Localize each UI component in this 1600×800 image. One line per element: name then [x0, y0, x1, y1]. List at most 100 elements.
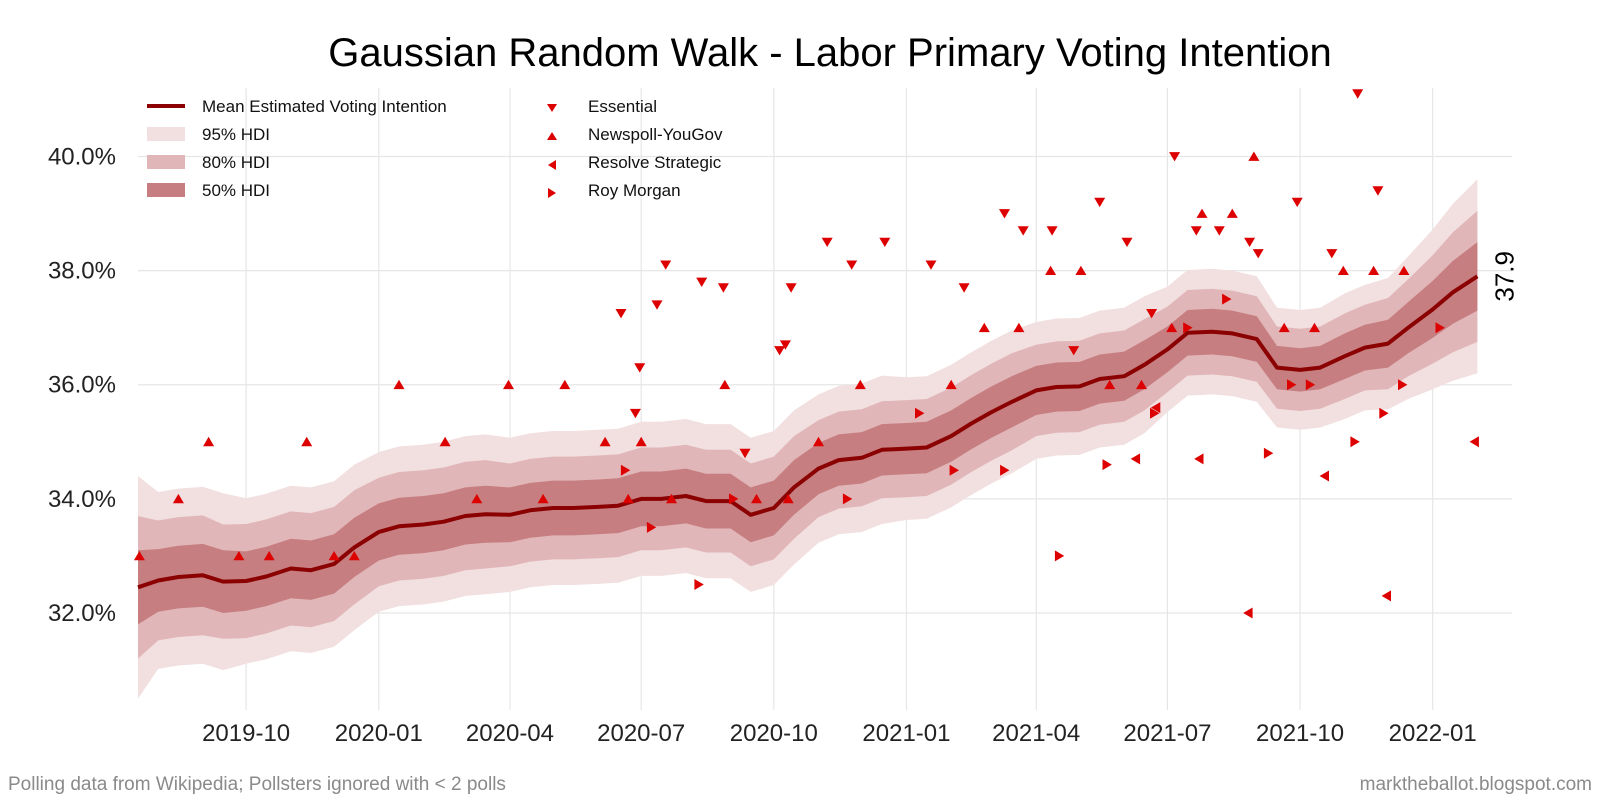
- poll-marker-roymorgan: [915, 407, 925, 419]
- poll-marker-newspoll: [471, 493, 483, 504]
- poll-marker-newspoll: [203, 436, 215, 447]
- y-tick-label: 38.0%: [48, 258, 116, 285]
- poll-marker-essential: [1244, 237, 1256, 247]
- poll-marker-roymorgan: [1000, 464, 1010, 476]
- poll-marker-essential: [615, 309, 627, 319]
- legend-newspoll-marker: [547, 132, 557, 140]
- poll-marker-essential: [1326, 249, 1338, 259]
- legend-resolve-marker: [548, 160, 556, 170]
- hdi50-band: [138, 242, 1478, 625]
- poll-marker-newspoll: [1309, 322, 1320, 333]
- poll-marker-roymorgan: [949, 464, 959, 476]
- poll-marker-resolve: [1150, 402, 1161, 414]
- poll-marker-essential: [785, 283, 797, 293]
- poll-marker-essential: [958, 283, 970, 293]
- legend-hdi80-label: 80% HDI: [202, 153, 270, 172]
- x-tick-label: 2022-01: [1389, 720, 1477, 747]
- poll-marker-essential: [1017, 226, 1029, 236]
- poll-marker-newspoll: [172, 493, 184, 504]
- poll-marker-roymorgan: [1435, 322, 1445, 334]
- poll-marker-essential: [1190, 226, 1202, 236]
- poll-marker-newspoll: [1136, 379, 1147, 390]
- poll-marker-essential: [1046, 226, 1058, 236]
- poll-marker-essential: [651, 300, 663, 310]
- poll-marker-roymorgan: [620, 464, 631, 476]
- end-value-label-group: 37.9: [1489, 251, 1519, 302]
- poll-marker-newspoll: [719, 379, 731, 390]
- axes: 32.0% 34.0% 36.0% 38.0% 40.0% 2019-10 2020-01 2…: [48, 143, 1477, 747]
- poll-marker-essential: [846, 260, 858, 270]
- legend-essential-marker: [547, 104, 557, 112]
- poll-marker-essential: [1169, 152, 1181, 162]
- poll-marker-roymorgan: [1150, 407, 1160, 419]
- poll-marker-newspoll: [599, 436, 611, 447]
- poll-marker-roymorgan: [1287, 379, 1297, 391]
- poll-marker-newspoll: [559, 379, 571, 390]
- poll-marker-newspoll: [1226, 208, 1238, 218]
- poll-marker-essential: [739, 448, 751, 459]
- legend-roymorgan-marker: [548, 188, 556, 198]
- poll-marker-resolve: [1319, 470, 1329, 482]
- hdi-bands: [138, 179, 1478, 699]
- poll-marker-newspoll: [782, 493, 794, 504]
- poll-marker-roymorgan: [1102, 459, 1112, 471]
- poll-marker-roymorgan: [842, 493, 853, 505]
- poll-marker-essential: [1372, 186, 1384, 196]
- mean-line-layer: [137, 274, 1479, 590]
- mean-line: [137, 274, 1479, 590]
- poll-marker-newspoll: [1104, 379, 1116, 390]
- poll-marker-essential: [1094, 197, 1106, 208]
- poll-marker-newspoll: [1337, 265, 1349, 275]
- poll-marker-newspoll: [813, 436, 824, 447]
- poll-marker-essential: [1213, 226, 1225, 236]
- x-tick-label: 2020-07: [597, 720, 685, 747]
- x-tick-label: 2021-01: [862, 720, 950, 747]
- poll-marker-resolve: [1243, 607, 1253, 619]
- poll-marker-resolve: [1194, 453, 1204, 465]
- legend-hdi95-label: 95% HDI: [202, 125, 270, 144]
- legend-mean-label: Mean Estimated Voting Intention: [202, 97, 447, 116]
- poll-marker-essential: [634, 363, 646, 373]
- poll-marker-essential: [925, 260, 937, 270]
- legend-newspoll-label: Newspoll-YouGov: [588, 125, 723, 144]
- poll-marker-essential: [879, 237, 891, 247]
- hdi80-band: [138, 210, 1478, 659]
- poll-marker-essential: [1291, 197, 1303, 208]
- chart-title: Gaussian Random Walk - Labor Primary Vot…: [328, 31, 1331, 75]
- legend: Mean Estimated Voting Intention 95% HDI …: [147, 97, 723, 200]
- poll-marker-roymorgan: [1350, 436, 1360, 448]
- poll-marker-roymorgan: [1305, 379, 1316, 391]
- poll-marker-roymorgan: [646, 521, 657, 533]
- x-tick-label: 2020-04: [466, 720, 554, 747]
- legend-hdi50-swatch: [147, 183, 185, 197]
- poll-marker-essential: [821, 237, 833, 247]
- poll-marker-newspoll: [1398, 265, 1410, 275]
- poll-marker-newspoll: [233, 551, 245, 561]
- poll-marker-essential: [779, 340, 791, 350]
- y-tick-label: 40.0%: [48, 143, 116, 170]
- poll-marker-essential: [629, 408, 641, 419]
- legend-hdi80-swatch: [147, 155, 185, 169]
- x-tick-label: 2020-01: [335, 720, 423, 747]
- poll-marker-newspoll: [1248, 151, 1260, 161]
- poll-marker-newspoll: [393, 379, 405, 390]
- legend-hdi50-label: 50% HDI: [202, 181, 270, 200]
- poll-marker-newspoll: [133, 551, 145, 561]
- poll-marker-essential: [717, 283, 729, 293]
- legend-essential-label: Essential: [588, 97, 657, 116]
- poll-marker-newspoll: [1075, 265, 1087, 275]
- y-tick-label: 36.0%: [48, 372, 116, 399]
- poll-marker-newspoll: [301, 436, 313, 447]
- poll-marker-newspoll: [537, 493, 549, 504]
- poll-marker-newspoll: [503, 379, 514, 390]
- poll-marker-newspoll: [751, 493, 762, 504]
- poll-marker-resolve: [1130, 453, 1141, 465]
- poll-marker-newspoll: [978, 322, 990, 333]
- poll-marker-newspoll: [854, 379, 866, 390]
- end-value-label: 37.9: [1489, 251, 1519, 302]
- poll-marker-newspoll: [1196, 208, 1208, 218]
- x-tick-label: 2019-10: [202, 720, 290, 747]
- poll-marker-essential: [660, 260, 672, 270]
- legend-hdi95-swatch: [147, 127, 185, 141]
- poll-marker-newspoll: [666, 493, 677, 504]
